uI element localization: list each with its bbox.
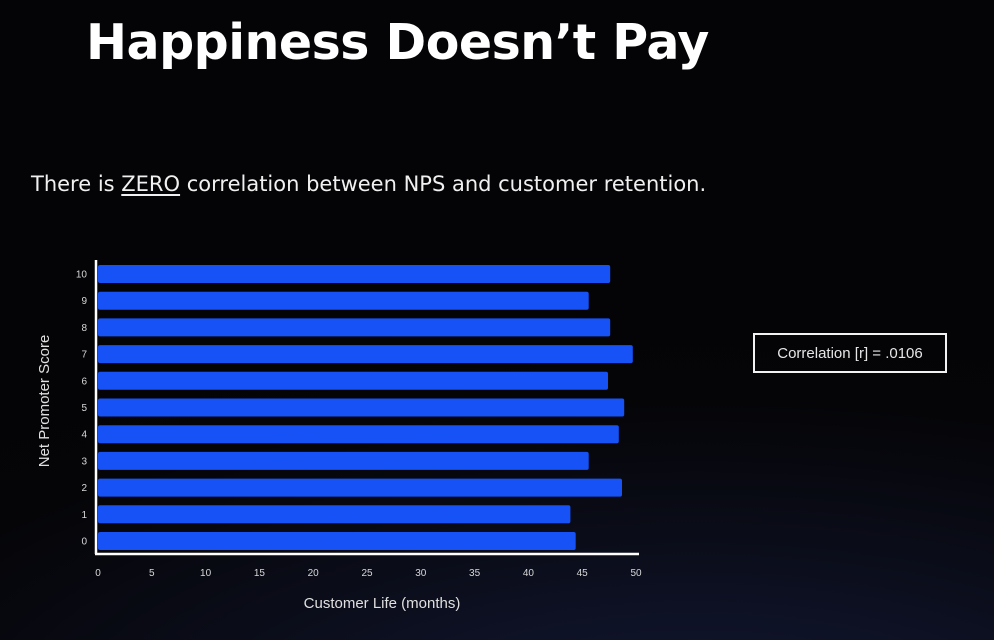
x-axis-label: Customer Life (months): [304, 595, 461, 612]
bar-nps-7: [98, 345, 633, 364]
x-tick-label: 35: [469, 568, 481, 579]
bar-nps-10: [98, 265, 611, 283]
x-tick-label: 0: [95, 568, 101, 579]
bar-nps-8: [98, 318, 611, 337]
y-tick-label: 9: [81, 296, 87, 307]
y-tick-label: 2: [81, 483, 87, 494]
y-tick-label: 7: [81, 350, 87, 361]
y-tick-label: 10: [76, 270, 88, 281]
subtitle-emphasis: ZERO: [121, 172, 181, 196]
x-tick-label: 10: [200, 568, 212, 579]
correlation-text: Correlation [r] = .0106: [777, 344, 923, 362]
y-tick-label: 3: [81, 456, 87, 467]
x-tick-label: 30: [415, 568, 427, 579]
subtitle-text-start: There is: [31, 172, 122, 196]
bar-nps-2: [98, 478, 622, 497]
slide-title: Happiness Doesn’t Pay: [86, 14, 709, 71]
y-tick-label: 8: [81, 323, 87, 334]
x-tick-label: 50: [630, 568, 642, 579]
y-tick-label: 4: [81, 430, 87, 441]
bar-nps-9: [98, 291, 589, 310]
x-tick-label: 5: [149, 568, 155, 579]
bars-group: [98, 265, 633, 550]
y-tick-label: 0: [81, 537, 87, 548]
correlation-box: Correlation [r] = .0106: [753, 333, 947, 373]
bar-nps-5: [98, 398, 625, 417]
bar-nps-4: [98, 425, 619, 444]
y-tick-label: 6: [81, 376, 87, 387]
bar-nps-6: [98, 371, 608, 390]
x-tick-label: 20: [308, 568, 320, 579]
subtitle-text-end: correlation between NPS and customer ret…: [180, 172, 707, 196]
y-axis-label: Net Promoter Score: [36, 335, 53, 468]
bar-nps-0: [98, 532, 576, 550]
bar-nps-1: [98, 505, 571, 524]
x-tick-label: 45: [577, 568, 589, 579]
subtitle: There is ZERO correlation between NPS an…: [31, 171, 706, 198]
y-tick-label: 1: [81, 510, 87, 521]
y-tick-label: 5: [81, 403, 87, 414]
x-tick-label: 25: [361, 568, 373, 579]
bar-nps-3: [98, 451, 589, 470]
x-tick-label: 15: [254, 568, 266, 579]
x-tick-label: 40: [523, 568, 535, 579]
x-tick-labels: 0 5 10 15 20 25 30 35 40 45 50: [95, 568, 642, 579]
